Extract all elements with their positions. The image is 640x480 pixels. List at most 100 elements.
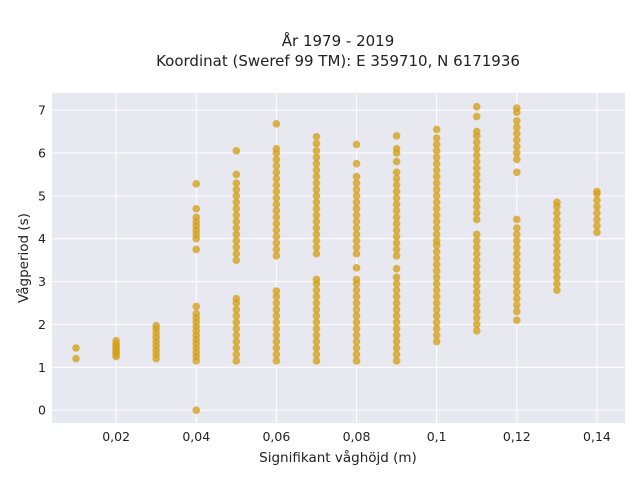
scatter-point xyxy=(272,312,281,320)
scatter-point xyxy=(472,215,481,224)
scatter-point xyxy=(352,172,361,181)
scatter-point xyxy=(513,282,521,290)
scatter-point xyxy=(192,213,201,222)
scatter-point xyxy=(432,230,441,239)
scatter-point xyxy=(472,262,481,271)
scatter-point xyxy=(432,217,441,226)
scatter-point xyxy=(272,219,281,228)
scatter-point xyxy=(312,350,321,359)
scatter-point xyxy=(272,350,281,359)
y-tick-labels: 0 1 2 3 4 5 6 7 xyxy=(38,103,46,418)
scatter-point xyxy=(553,234,561,243)
scatter-point xyxy=(272,181,281,189)
scatter-point xyxy=(312,249,321,258)
scatter-point xyxy=(312,224,321,232)
scatter-point xyxy=(513,142,521,151)
scatter-point xyxy=(553,254,561,262)
scatter-point xyxy=(432,292,441,301)
scatter-point xyxy=(392,318,401,327)
scatter-point xyxy=(513,262,521,271)
scatter-point xyxy=(513,288,521,297)
scatter-point xyxy=(112,336,120,345)
scatter-point xyxy=(472,256,481,264)
scatter-point xyxy=(72,344,80,352)
scatter-point xyxy=(472,144,481,153)
scatter-point xyxy=(513,249,521,258)
scatter-point xyxy=(472,269,481,277)
scatter-point xyxy=(513,123,521,132)
y-tick-label: 1 xyxy=(38,360,46,375)
scatter-point xyxy=(312,153,321,162)
scatter-point xyxy=(232,243,241,252)
scatter-point xyxy=(432,237,441,245)
scatter-point xyxy=(232,344,241,352)
scatter-point xyxy=(272,232,281,241)
scatter-point xyxy=(513,256,521,264)
scatter-point xyxy=(432,179,441,187)
scatter-point xyxy=(272,200,281,209)
scatter-point xyxy=(553,247,561,256)
scatter-point xyxy=(392,305,401,314)
scatter-point xyxy=(352,192,361,200)
scatter-point xyxy=(232,211,241,219)
scatter-point xyxy=(392,324,401,333)
scatter-point xyxy=(472,151,481,159)
scatter-point xyxy=(352,249,361,258)
scatter-point xyxy=(352,224,361,232)
scatter-point xyxy=(513,129,521,138)
scatter-point xyxy=(312,192,321,200)
scatter-point xyxy=(272,305,281,314)
scatter-point xyxy=(392,232,401,241)
scatter-point xyxy=(472,294,481,303)
scatter-point xyxy=(392,194,401,202)
scatter-point xyxy=(553,279,561,288)
scatter-point xyxy=(472,288,481,297)
x-axis-label: Signifikant våghöjd (m) xyxy=(259,449,417,466)
scatter-point xyxy=(232,324,241,333)
scatter-point xyxy=(392,157,401,166)
scatter-point xyxy=(352,299,361,307)
scatter-point xyxy=(352,204,361,213)
scatter-point xyxy=(513,294,521,303)
scatter-point xyxy=(472,177,481,185)
scatter-point xyxy=(312,204,321,213)
scatter-point xyxy=(392,279,401,288)
x-tick-label: 0,1 xyxy=(427,429,447,444)
scatter-point xyxy=(553,273,561,282)
scatter-point xyxy=(432,153,441,162)
scatter-point xyxy=(272,187,281,196)
scatter-point xyxy=(432,273,441,282)
scatter-point xyxy=(392,174,401,183)
scatter-point xyxy=(232,185,241,194)
scatter-point xyxy=(593,196,601,204)
y-tick-label: 5 xyxy=(38,188,46,203)
scatter-point xyxy=(232,217,241,226)
scatter-point xyxy=(392,207,401,215)
scatter-point xyxy=(232,350,241,359)
scatter-point xyxy=(352,318,361,327)
scatter-point xyxy=(312,324,321,333)
scatter-point xyxy=(513,168,521,177)
scatter-point xyxy=(352,275,361,284)
chart-title: År 1979 - 2019 xyxy=(282,31,395,50)
scatter-point xyxy=(472,202,481,211)
scatter-point xyxy=(472,170,481,179)
scatter-point xyxy=(432,147,441,155)
scatter-point xyxy=(513,237,521,245)
scatter-point xyxy=(513,104,521,112)
scatter-point xyxy=(392,273,401,282)
scatter-point xyxy=(472,327,481,335)
plot-area xyxy=(52,93,625,423)
scatter-point xyxy=(392,239,401,247)
scatter-point xyxy=(472,127,481,136)
scatter-point xyxy=(432,172,441,181)
scatter-point xyxy=(553,209,561,217)
scatter-point xyxy=(232,147,241,155)
scatter-point xyxy=(513,269,521,277)
scatter-point xyxy=(352,179,361,187)
scatter-point xyxy=(432,211,441,219)
scatter-point xyxy=(352,243,361,252)
scatter-point xyxy=(472,320,481,329)
scatter-point xyxy=(272,344,281,352)
